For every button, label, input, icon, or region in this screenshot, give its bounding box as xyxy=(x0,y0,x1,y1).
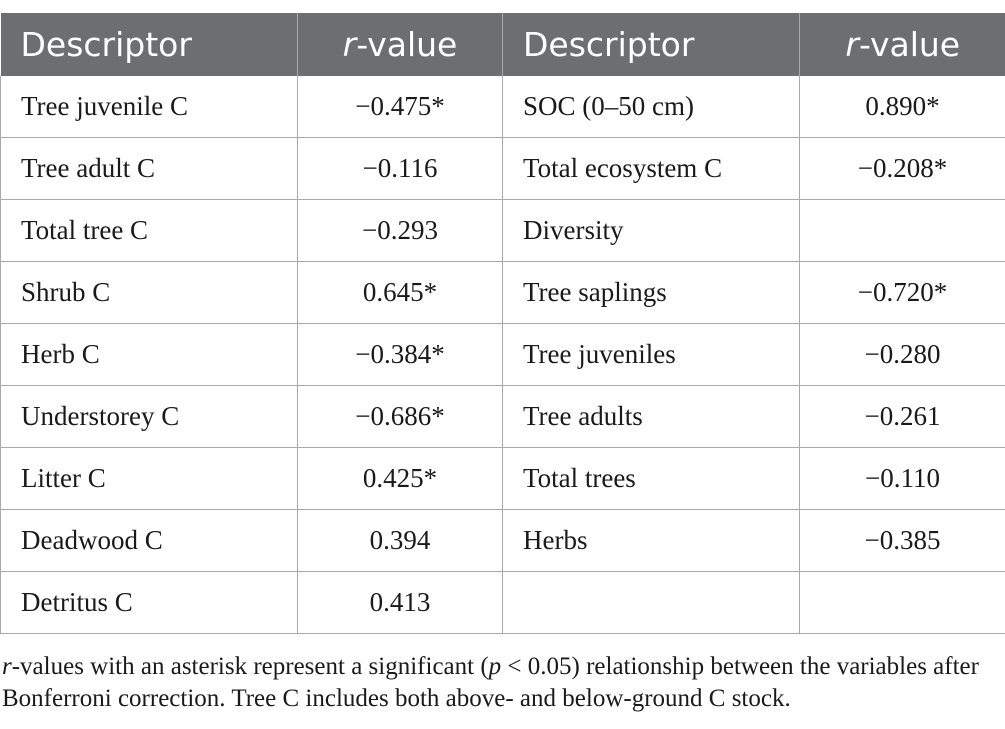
right-descriptor-cell: Tree saplings xyxy=(502,261,800,324)
header-descriptor-right: Descriptor xyxy=(502,13,800,76)
correlation-table: Descriptor r-value Descriptor r-value Tr… xyxy=(0,13,1005,634)
table-header: Descriptor r-value Descriptor r-value xyxy=(0,13,1005,76)
right-descriptor-cell: Diversity xyxy=(502,199,800,262)
footnote-text-part2: < 0.05) relationship between the variabl… xyxy=(2,653,979,712)
left-descriptor-cell: Deadwood C xyxy=(0,509,298,572)
left-descriptor-cell: Herb C xyxy=(0,323,298,386)
left-r-value-cell: 0.425* xyxy=(297,447,503,510)
header-r-suffix-right: -value xyxy=(858,25,961,64)
header-r-italic-left: r xyxy=(342,25,357,64)
footnote-r-italic: r xyxy=(2,653,12,680)
left-descriptor-cell: Shrub C xyxy=(0,261,298,324)
header-r-value-right: r-value xyxy=(799,13,1005,76)
table-row: Total tree C −0.293 Diversity xyxy=(0,199,1005,262)
table-row: Understorey C −0.686* Tree adults −0.261 xyxy=(0,385,1005,448)
header-r-suffix-left: -value xyxy=(356,25,458,64)
right-r-value-cell: −0.280 xyxy=(799,323,1005,386)
right-descriptor-cell: Total trees xyxy=(502,447,800,510)
right-r-value-cell: −0.261 xyxy=(799,385,1005,448)
left-descriptor-cell: Total tree C xyxy=(0,199,298,262)
right-r-value-cell: −0.385 xyxy=(799,509,1005,572)
right-descriptor-cell: Herbs xyxy=(502,509,800,572)
table-row: Litter C 0.425* Total trees −0.110 xyxy=(0,447,1005,510)
left-r-value-cell: 0.645* xyxy=(297,261,503,324)
header-r-italic-right: r xyxy=(845,25,859,64)
left-r-value-cell: −0.116 xyxy=(297,137,503,200)
right-descriptor-cell: SOC (0–50 cm) xyxy=(502,76,800,138)
right-r-value-cell: 0.890* xyxy=(799,76,1005,138)
right-r-value-cell: −0.208* xyxy=(799,137,1005,200)
left-r-value-cell: 0.413 xyxy=(297,571,503,634)
left-r-value-cell: −0.384* xyxy=(297,323,503,386)
left-r-value-cell: −0.475* xyxy=(297,76,503,138)
header-descriptor-left: Descriptor xyxy=(0,13,298,76)
table-row: Herb C −0.384* Tree juveniles −0.280 xyxy=(0,323,1005,386)
left-descriptor-cell: Litter C xyxy=(0,447,298,510)
header-r-value-left: r-value xyxy=(297,13,503,76)
left-r-value-cell: −0.686* xyxy=(297,385,503,448)
right-r-value-cell xyxy=(799,571,1005,634)
table-row: Tree juvenile C −0.475* SOC (0–50 cm) 0.… xyxy=(0,76,1005,138)
right-r-value-cell: −0.110 xyxy=(799,447,1005,510)
footnote-p-italic: p xyxy=(488,653,502,680)
header-row: Descriptor r-value Descriptor r-value xyxy=(0,13,1005,76)
right-descriptor-cell: Tree juveniles xyxy=(502,323,800,386)
right-descriptor-cell: Tree adults xyxy=(502,385,800,448)
table-row: Shrub C 0.645* Tree saplings −0.720* xyxy=(0,261,1005,324)
right-r-value-cell: −0.720* xyxy=(799,261,1005,324)
table-footnote: r-values with an asterisk represent a si… xyxy=(2,651,1002,715)
right-r-value-cell xyxy=(799,199,1005,262)
footnote-text-part1: -values with an asterisk represent a sig… xyxy=(11,653,489,680)
right-descriptor-cell: Total ecosystem C xyxy=(502,137,800,200)
correlation-table-container: Descriptor r-value Descriptor r-value Tr… xyxy=(0,13,1005,634)
left-r-value-cell: 0.394 xyxy=(297,509,503,572)
right-descriptor-cell xyxy=(502,571,800,634)
left-descriptor-cell: Tree adult C xyxy=(0,137,298,200)
left-descriptor-cell: Detritus C xyxy=(0,571,298,634)
table-row: Deadwood C 0.394 Herbs −0.385 xyxy=(0,509,1005,572)
left-descriptor-cell: Understorey C xyxy=(0,385,298,448)
left-descriptor-cell: Tree juvenile C xyxy=(0,76,298,138)
left-r-value-cell: −0.293 xyxy=(297,199,503,262)
table-row: Tree adult C −0.116 Total ecosystem C −0… xyxy=(0,137,1005,200)
table-row: Detritus C 0.413 xyxy=(0,571,1005,634)
table-body: Tree juvenile C −0.475* SOC (0–50 cm) 0.… xyxy=(0,76,1005,634)
